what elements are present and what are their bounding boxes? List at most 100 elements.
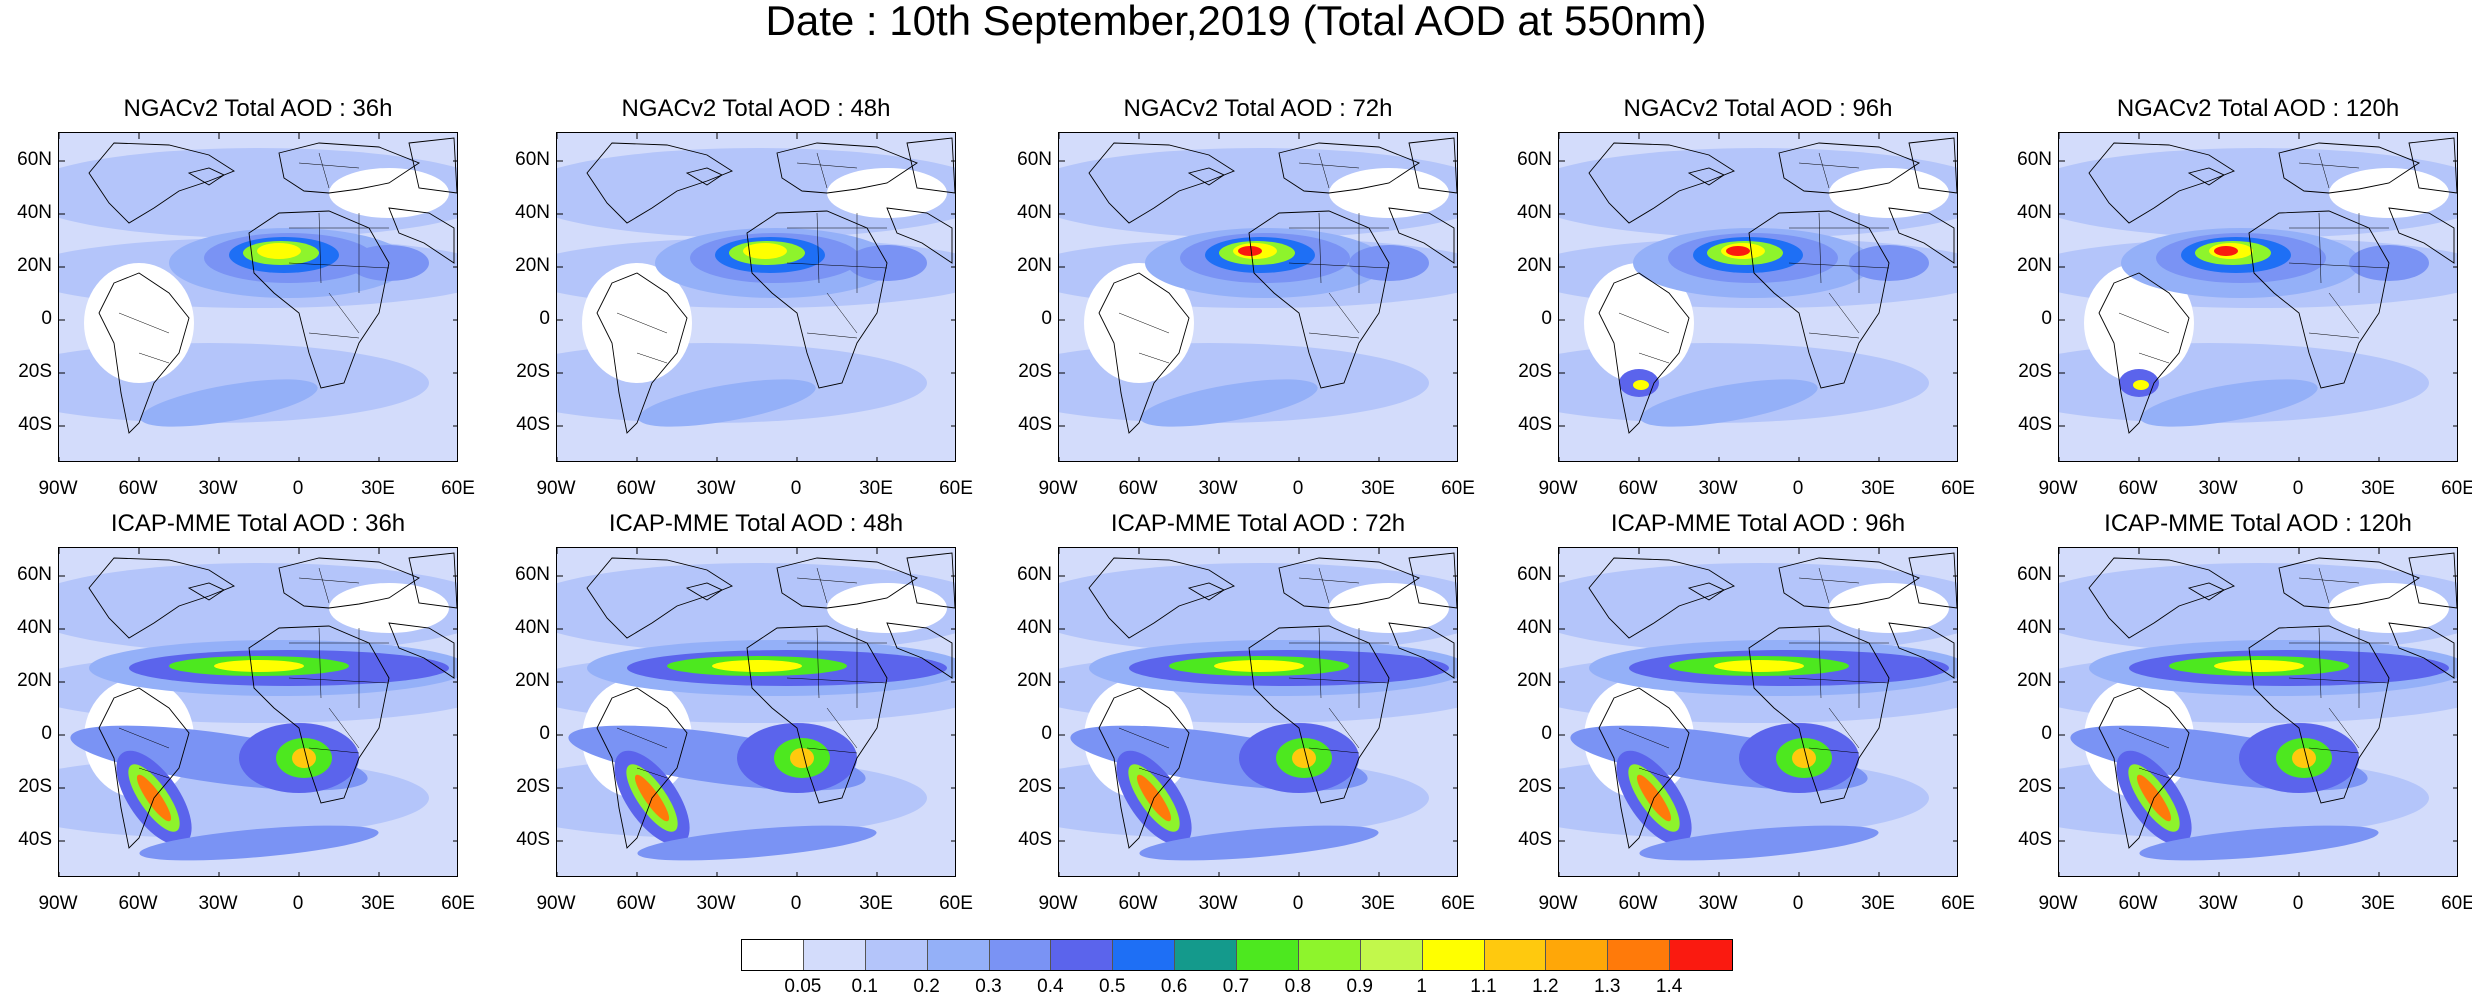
longitude-tick-label: 30E xyxy=(1361,478,1395,499)
aod-map xyxy=(1558,132,1958,462)
colorbar-tick-label: 0.2 xyxy=(913,976,940,997)
panel-title: ICAP-MME Total AOD : 96h xyxy=(1610,510,1906,537)
panel-title: ICAP-MME Total AOD : 72h xyxy=(1110,510,1406,537)
colorbar-swatch xyxy=(1608,940,1671,970)
longitude-tick-label: 90W xyxy=(1038,893,1078,914)
colorbar-tick-label: 0.3 xyxy=(975,976,1002,997)
map-panel: NGACv2 Total AOD : 72h 60N 40N 20N 0 20S 40S 90… xyxy=(1017,95,1475,499)
aod-field-map xyxy=(59,133,457,461)
longitude-tick-label: 0 xyxy=(1792,893,1804,914)
latitude-tick-label: 0 xyxy=(1541,723,1552,744)
latitude-tick-label: 40S xyxy=(2018,829,2052,850)
aod-map xyxy=(1058,132,1458,462)
colorbar-tick-label: 1.2 xyxy=(1532,976,1559,997)
longitude-tick-label: 30E xyxy=(1861,478,1895,499)
longitude-tick-label: 0 xyxy=(1792,478,1804,499)
longitude-tick-label: 30W xyxy=(1198,478,1238,499)
latitude-tick-label: 40N xyxy=(2017,202,2052,223)
aod-map xyxy=(556,132,956,462)
longitude-tick-label: 30W xyxy=(696,478,736,499)
latitude-tick-label: 40N xyxy=(1017,617,1052,638)
map-panel: NGACv2 Total AOD : 48h 60N 40N 20N 0 20S 40S 90… xyxy=(515,95,973,499)
map-panel: NGACv2 Total AOD : 120h 60N 40N 20N 0 20S 40S 9… xyxy=(2017,95,2472,499)
colorbar-tick-label: 1.4 xyxy=(1655,976,1683,997)
panel-title: ICAP-MME Total AOD : 120h xyxy=(2104,510,2412,537)
colorbar-tick-label: 0.5 xyxy=(1099,976,1126,997)
latitude-tick-label: 0 xyxy=(1041,308,1052,329)
colorbar-swatch xyxy=(989,940,1052,970)
latitude-tick-label: 20S xyxy=(1518,776,1552,797)
latitude-tick-label: 40S xyxy=(2018,414,2052,435)
latitude-tick-label: 0 xyxy=(1041,723,1052,744)
panel-title: NGACv2 Total AOD : 48h xyxy=(621,95,891,122)
latitude-tick-label: 40N xyxy=(2017,617,2052,638)
map-panel: ICAP-MME Total AOD : 48h 60N 40N 20N 0 20S 40S… xyxy=(515,510,973,914)
colorbar-tick-label: 0.9 xyxy=(1346,976,1373,997)
longitude-tick-label: 60W xyxy=(616,893,656,914)
colorbar-swatch xyxy=(1670,940,1732,970)
latitude-tick-label: 20S xyxy=(2018,776,2052,797)
latitude-tick-label: 40N xyxy=(515,617,550,638)
colorbar-swatch xyxy=(927,940,990,970)
latitude-tick-label: 0 xyxy=(1541,308,1552,329)
longitude-tick-label: 90W xyxy=(38,893,78,914)
map-panel: ICAP-MME Total AOD : 72h 60N 40N 20N 0 20S 40S… xyxy=(1017,510,1475,914)
longitude-tick-label: 60W xyxy=(2118,478,2158,499)
latitude-tick-label: 40S xyxy=(18,829,52,850)
aod-field-map xyxy=(2059,548,2457,876)
latitude-tick-label: 40S xyxy=(18,414,52,435)
latitude-tick-label: 0 xyxy=(539,308,550,329)
latitude-tick-label: 20S xyxy=(1018,361,1052,382)
colorbar-swatch xyxy=(742,940,804,970)
aod-field-map xyxy=(557,548,955,876)
longitude-tick-label: 60W xyxy=(1118,478,1158,499)
latitude-tick-label: 20N xyxy=(1517,255,1552,276)
longitude-tick-label: 30E xyxy=(2361,478,2395,499)
colorbar-swatch xyxy=(803,940,866,970)
panel-title: NGACv2 Total AOD : 36h xyxy=(123,95,393,122)
colorbar-tick-label: 0.1 xyxy=(851,976,878,997)
map-panel: ICAP-MME Total AOD : 36h 60N 40N 20N 0 20S 40S… xyxy=(17,510,475,914)
map-panel: ICAP-MME Total AOD : 120h 60N 40N 20N 0 20S 40… xyxy=(2017,510,2472,914)
longitude-tick-label: 30W xyxy=(2198,478,2238,499)
longitude-tick-label: 90W xyxy=(1538,478,1578,499)
longitude-tick-label: 60E xyxy=(441,893,475,914)
latitude-tick-label: 20S xyxy=(1018,776,1052,797)
longitude-tick-label: 60E xyxy=(1441,478,1475,499)
colorbar-swatch xyxy=(865,940,928,970)
longitude-tick-label: 0 xyxy=(1292,893,1304,914)
longitude-tick-label: 90W xyxy=(536,478,576,499)
latitude-tick-label: 40S xyxy=(1518,829,1552,850)
aod-field-map xyxy=(557,133,955,461)
aod-map xyxy=(2058,132,2458,462)
aod-field-map xyxy=(1559,133,1957,461)
latitude-tick-label: 20N xyxy=(1017,255,1052,276)
map-panel: NGACv2 Total AOD : 36h 60N 40N 20N 0 20S 40S 90… xyxy=(17,95,475,499)
longitude-tick-label: 90W xyxy=(2038,893,2078,914)
aod-field-map xyxy=(2059,133,2457,461)
longitude-tick-label: 60W xyxy=(616,478,656,499)
latitude-tick-label: 60N xyxy=(515,564,550,585)
longitude-tick-label: 0 xyxy=(292,893,304,914)
latitude-tick-label: 40S xyxy=(516,414,550,435)
aod-map xyxy=(2058,547,2458,877)
latitude-tick-label: 60N xyxy=(17,564,52,585)
longitude-tick-label: 60E xyxy=(1941,893,1975,914)
longitude-tick-label: 30E xyxy=(859,478,893,499)
panel-title: NGACv2 Total AOD : 120h xyxy=(2116,95,2400,122)
aod-map xyxy=(1558,547,1958,877)
aod-colorbar xyxy=(741,939,1733,971)
latitude-tick-label: 20N xyxy=(2017,670,2052,691)
latitude-tick-label: 0 xyxy=(41,723,52,744)
latitude-tick-label: 60N xyxy=(1517,149,1552,170)
longitude-tick-label: 90W xyxy=(1038,478,1078,499)
latitude-tick-label: 60N xyxy=(515,149,550,170)
colorbar-tick-label: 1.1 xyxy=(1470,976,1497,997)
longitude-tick-label: 90W xyxy=(536,893,576,914)
colorbar-tick-label: 0.05 xyxy=(784,976,822,997)
colorbar-tick-label: 1.3 xyxy=(1594,976,1621,997)
latitude-tick-label: 40S xyxy=(516,829,550,850)
colorbar-tick-label: 0.4 xyxy=(1037,976,1064,997)
colorbar-swatch xyxy=(1113,940,1176,970)
colorbar-tick-label: 0.8 xyxy=(1284,976,1312,997)
